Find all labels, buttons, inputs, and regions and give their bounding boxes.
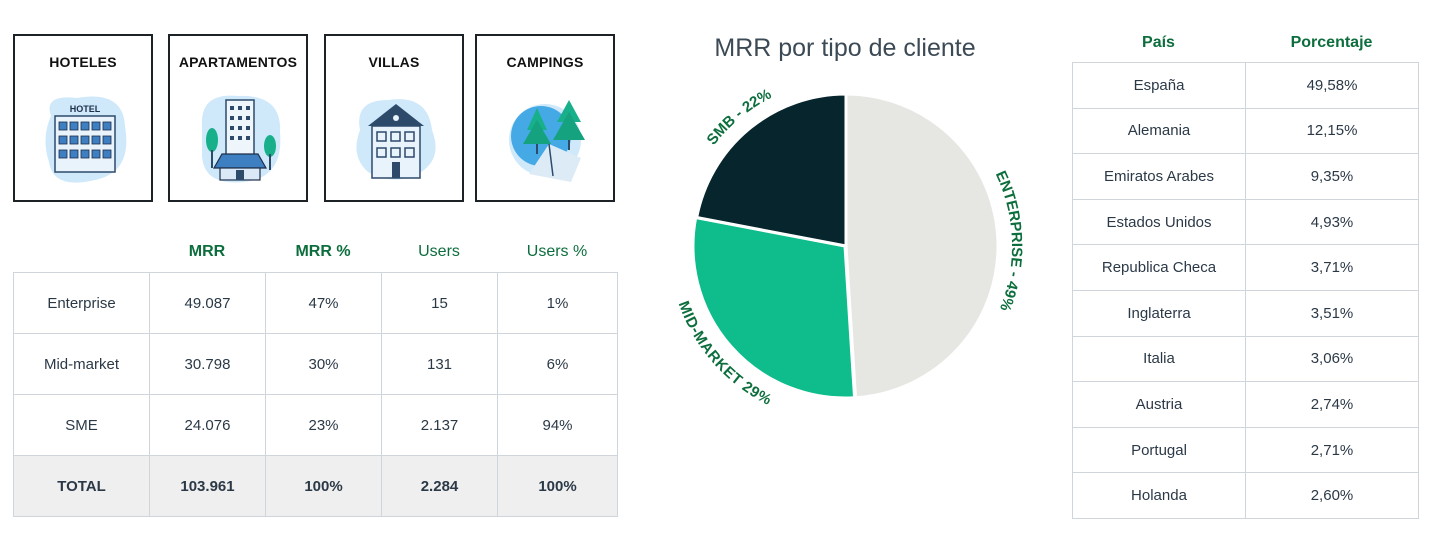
table-row: Portugal 2,71% (1072, 426, 1419, 474)
category-label: CAMPINGS (506, 54, 584, 70)
country-percentage: 2,71% (1245, 426, 1419, 474)
pie-slice (691, 215, 857, 400)
country-percentage: 4,93% (1245, 198, 1419, 246)
camping-icon (509, 100, 585, 182)
table-cell: 94% (497, 394, 618, 456)
country-name: Austria (1072, 381, 1246, 428)
table-row: Austria 2,74% (1072, 381, 1419, 428)
country-name: Alemania (1072, 107, 1246, 155)
segment-label: Mid-market (13, 333, 150, 395)
table-cell: 2.284 (381, 455, 498, 517)
table-cell: 47% (265, 272, 382, 334)
table-row: Republica Checa 3,71% (1072, 244, 1419, 291)
pie-chart: ENTERPRISE - 49%MID-MARKET 29%SMB - 22% (675, 86, 1025, 409)
country-percentage: 9,35% (1245, 153, 1419, 200)
table-cell: 30.798 (149, 333, 266, 395)
table-cell: 100% (265, 455, 382, 517)
users-percent-header: Users % (526, 243, 588, 260)
table-cell: 15 (381, 272, 498, 334)
country-percentage: 2,74% (1245, 381, 1419, 428)
pie-slice (694, 92, 848, 248)
table-row: Mid-market 30.798 30% 131 6% (13, 333, 618, 395)
table-cell: 2.137 (381, 394, 498, 456)
table-cell: 6% (497, 333, 618, 395)
hotel-sign: HOTEL (70, 104, 101, 114)
table-row: Italia 3,06% (1072, 335, 1419, 383)
table-row: Inglaterra 3,51% (1072, 289, 1419, 337)
segment-label: SME (13, 394, 150, 456)
table-cell: 23% (265, 394, 382, 456)
table-row: España 49,58% (1072, 62, 1419, 109)
table-cell: 49.087 (149, 272, 266, 334)
country-name: España (1072, 62, 1246, 109)
table-cell: 100% (497, 455, 618, 517)
category-label: VILLAS (368, 54, 420, 70)
country-name: Emiratos Arabes (1072, 153, 1246, 200)
country-name: Italia (1072, 335, 1246, 383)
country-name: Inglaterra (1072, 289, 1246, 337)
country-name: Portugal (1072, 426, 1246, 474)
country-table: España 49,58% Alemania 12,15% Emiratos Arabe… (1072, 62, 1419, 519)
category-card-hotels: HOTELES HOTEL (13, 34, 153, 202)
country-percentage: 49,58% (1245, 62, 1419, 109)
chart-title: MRR por tipo de cliente (714, 34, 976, 62)
table-cell: 1% (497, 272, 618, 334)
country-name: Estados Unidos (1072, 198, 1246, 246)
table-cell: 131 (381, 333, 498, 395)
table-cell: 103.961 (149, 455, 266, 517)
country-percentage: 3,06% (1245, 335, 1419, 383)
category-card-villas: VILLAS (324, 34, 464, 202)
country-percentage: 12,15% (1245, 107, 1419, 155)
category-card-campings: CAMPINGS (475, 34, 615, 202)
country-header: País (1142, 34, 1175, 51)
apartments-icon (201, 95, 281, 183)
hotel-icon: HOTEL (45, 96, 127, 183)
mrr-header: MRR (188, 243, 226, 260)
country-percentage: 3,51% (1245, 289, 1419, 337)
country-percentage: 3,71% (1245, 244, 1419, 291)
table-cell: 24.076 (149, 394, 266, 456)
percentage-header: Porcentaje (1290, 34, 1373, 51)
users-header: Users (418, 243, 460, 260)
pie-slice (844, 92, 1000, 400)
segment-label: TOTAL (13, 455, 150, 517)
table-row: Enterprise 49.087 47% 15 1% (13, 272, 618, 334)
category-card-apartments: APARTAMENTOS (168, 34, 308, 202)
table-row: Holanda 2,60% (1072, 472, 1419, 519)
table-row: Alemania 12,15% (1072, 107, 1419, 155)
mrr-table: Enterprise 49.087 47% 15 1% Mid-market 3… (13, 272, 618, 517)
villa-icon (356, 99, 436, 180)
country-percentage: 2,60% (1245, 472, 1419, 519)
category-label: HOTELES (49, 54, 117, 70)
table-row: Estados Unidos 4,93% (1072, 198, 1419, 246)
country-name: Holanda (1072, 472, 1246, 519)
table-row: Emiratos Arabes 9,35% (1072, 153, 1419, 200)
table-row: SME 24.076 23% 2.137 94% (13, 394, 618, 456)
mrr-percent-header: MRR % (295, 243, 351, 260)
country-name: Republica Checa (1072, 244, 1246, 291)
segment-label: Enterprise (13, 272, 150, 334)
total-row: TOTAL 103.961 100% 2.284 100% (13, 455, 618, 517)
table-cell: 30% (265, 333, 382, 395)
category-label: APARTAMENTOS (178, 54, 298, 70)
